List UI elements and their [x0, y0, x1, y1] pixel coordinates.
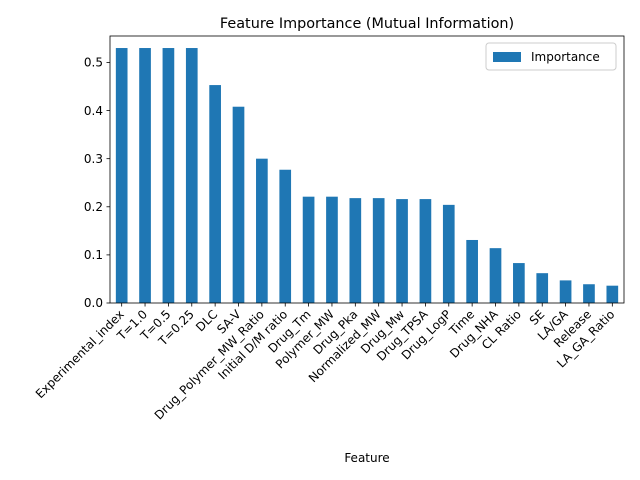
bar: [419, 199, 432, 303]
legend-label: Importance: [531, 50, 600, 64]
x-tick-label: DLC: [193, 307, 220, 334]
bar: [536, 273, 549, 303]
bar: [583, 284, 595, 303]
legend-swatch: [493, 52, 521, 62]
legend-box: [485, 42, 617, 71]
bar: [606, 285, 619, 303]
bar: [185, 48, 198, 304]
bar: [489, 248, 502, 303]
bar: [559, 280, 572, 303]
axes-frame: [109, 35, 625, 304]
bar: [349, 198, 362, 303]
bar: [256, 158, 268, 303]
bar: [232, 106, 245, 303]
bar: [302, 196, 315, 303]
bar: [513, 263, 525, 303]
x-axis-label: Feature: [344, 451, 389, 465]
bar: [209, 85, 221, 303]
bar: [372, 198, 385, 303]
y-tick-label: 0.2: [84, 200, 103, 214]
y-tick-label: 0.4: [84, 104, 103, 118]
x-tick-label: Experimental_index: [33, 307, 127, 401]
plot-bars: [115, 48, 619, 304]
x-axis: Experimental_indexT=1.0T=0.5T=0.25DLCSA-…: [33, 303, 617, 422]
bar: [442, 204, 455, 303]
y-axis: 0.0 0.1 0.2 0.3 0.4 0.5: [84, 56, 110, 310]
bar: [466, 239, 478, 303]
y-tick-label: 0.5: [84, 56, 103, 70]
y-tick-label: 0.1: [84, 248, 103, 262]
bar: [396, 199, 408, 303]
bar: [162, 48, 175, 304]
y-tick-label: 0.3: [84, 152, 103, 166]
bar: [279, 169, 292, 303]
bar: [326, 196, 338, 303]
legend: Importance: [485, 42, 617, 71]
bar: [139, 48, 151, 304]
chart-title: Feature Importance (Mutual Information): [220, 16, 514, 32]
plot-border: [109, 35, 625, 304]
y-tick-label: 0.0: [84, 296, 103, 310]
bar: [115, 48, 128, 304]
